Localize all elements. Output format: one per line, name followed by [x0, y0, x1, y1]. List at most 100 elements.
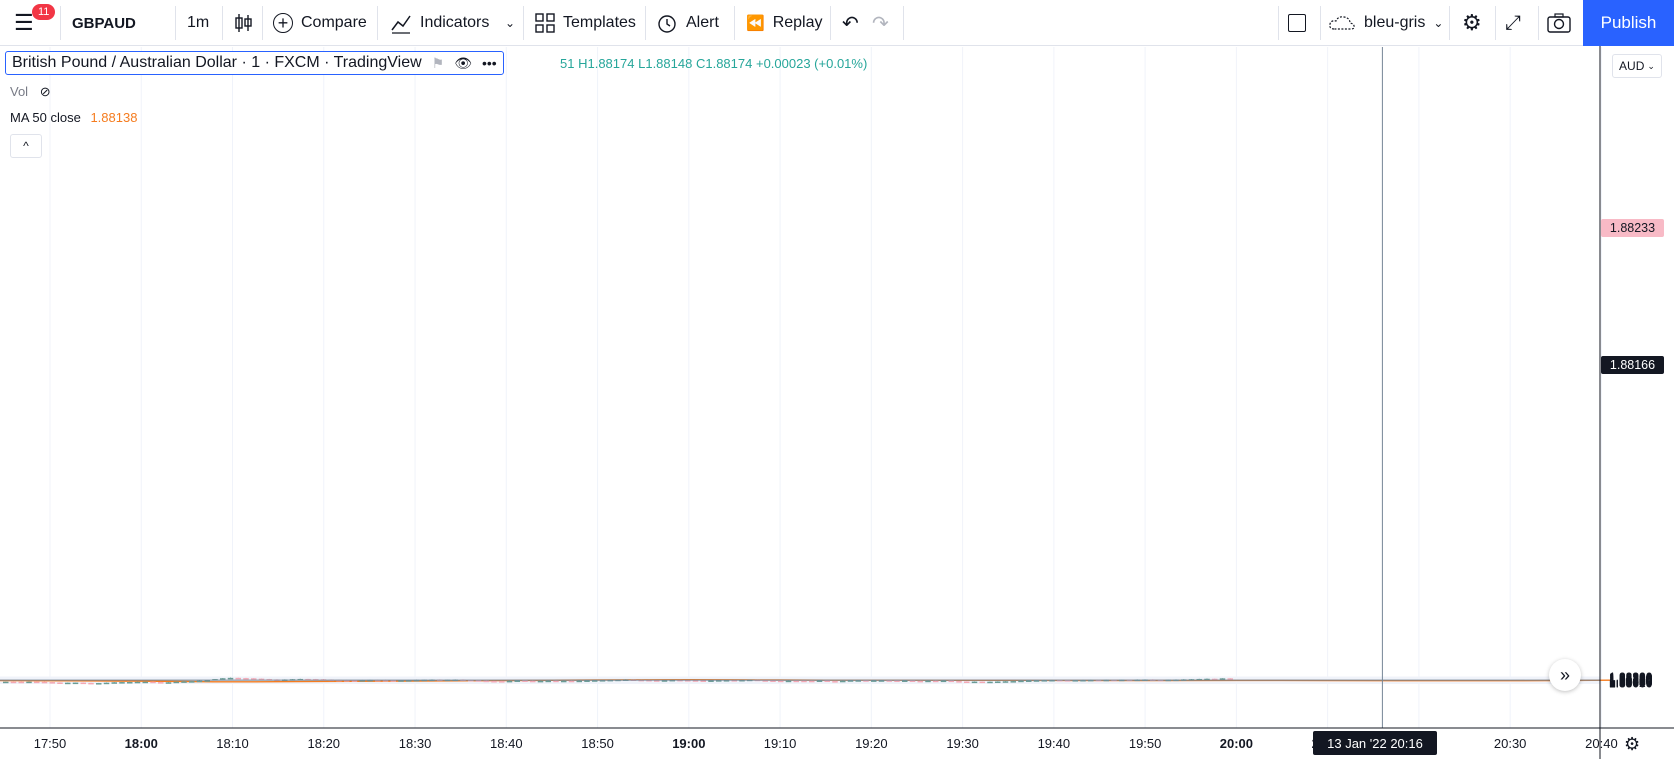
fullscreen-icon: ⤢ — [1505, 11, 1521, 34]
candle-body — [351, 680, 358, 682]
candle-body — [669, 679, 675, 682]
candle-body — [909, 680, 916, 682]
compare-button[interactable]: + Compare — [273, 0, 367, 46]
ma-legend[interactable]: MA 50 close 1.88138 — [10, 110, 137, 125]
settings-button[interactable]: ⚙ — [1462, 0, 1482, 46]
candle-body — [491, 680, 497, 683]
candle-body — [599, 680, 606, 682]
templates-label: Templates — [563, 14, 636, 31]
candle-body — [770, 680, 776, 682]
candle-body — [390, 680, 396, 682]
candle-body — [10, 681, 17, 684]
candle-body — [204, 680, 210, 682]
layout-name-button[interactable]: bleu-gris ⌄ — [1328, 0, 1443, 46]
candle-body — [382, 679, 389, 682]
candle-body — [933, 680, 939, 683]
screenshot-button[interactable] — [1547, 0, 1571, 46]
candle-body — [483, 680, 489, 683]
candle-body — [584, 680, 590, 682]
symbol-title: British Pound / Australian Dollar · 1 · … — [12, 54, 422, 71]
gear-icon: ⚙ — [1624, 733, 1641, 754]
candle-body — [1204, 678, 1210, 681]
candle-body — [468, 679, 474, 682]
time-tick-label: 18:20 — [308, 736, 341, 751]
flag-icon[interactable]: ⚑ — [431, 54, 445, 71]
more-icon[interactable]: ••• — [481, 55, 497, 71]
price-tick-label: 1.88140 — [1609, 674, 1653, 688]
menu-button[interactable]: ☰ — [14, 0, 50, 46]
candle-body — [72, 682, 79, 685]
candle-body — [165, 682, 172, 684]
candle-body — [375, 679, 381, 682]
interval-button[interactable]: 1m — [187, 0, 209, 46]
eye-crossed-icon[interactable]: ⊘ — [39, 84, 51, 99]
high-value: H1.88174 — [578, 56, 635, 71]
divider — [903, 6, 904, 40]
candle-body — [979, 681, 985, 684]
candle-body — [514, 680, 520, 682]
vol-legend[interactable]: Vol ⊘ — [10, 84, 51, 100]
price-tick-label: 1.88260 — [1609, 671, 1653, 685]
price-tick-label: 1.88020 — [1609, 676, 1653, 690]
crosshair-time-value: 13 Jan '22 20:16 — [1327, 735, 1423, 751]
interval-label: 1m — [187, 14, 210, 31]
select-layout-button[interactable] — [1288, 0, 1306, 46]
currency-selector[interactable]: AUD ⌄ — [1612, 54, 1662, 78]
price-tick-label: 1.88220 — [1609, 672, 1653, 686]
candle-body — [1018, 680, 1024, 683]
candle-body — [692, 680, 699, 682]
candle-body — [716, 680, 722, 682]
ohlc-values: 51 H1.88174 L1.88148 C1.88174 +0.00023 (… — [560, 56, 867, 71]
divider — [645, 6, 646, 40]
collapse-legend-button[interactable]: ^ — [10, 134, 42, 158]
divider — [377, 6, 378, 40]
crosshair-price-value: 1.88166 — [1609, 358, 1656, 372]
candle-body — [778, 680, 784, 683]
redo-button[interactable]: ↷ — [872, 0, 889, 46]
candle-body — [762, 680, 768, 682]
candle-body — [18, 681, 24, 684]
publish-button[interactable]: Publish — [1583, 0, 1674, 46]
indicators-button[interactable]: Indicators — [390, 0, 489, 46]
indicators-dropdown[interactable]: ⌄ — [505, 0, 515, 46]
candle-body — [1041, 680, 1047, 682]
indicators-icon — [391, 15, 411, 34]
chevron-down-icon: ⌄ — [505, 16, 516, 30]
candle-body — [57, 682, 63, 684]
candle-body — [537, 680, 544, 683]
candle-body — [158, 682, 164, 684]
alert-label: Alert — [686, 14, 719, 31]
symbol-search-button[interactable]: GBPAUD — [72, 0, 136, 46]
time-tick-label: 20:40 — [1585, 736, 1618, 751]
hamburger-icon: ☰ — [14, 10, 34, 35]
fullscreen-button[interactable]: ⤢ — [1505, 0, 1521, 46]
scale-settings-button[interactable]: ⚙ — [1624, 731, 1640, 757]
candle-body — [251, 678, 257, 680]
candle-body — [258, 678, 265, 681]
chart-type-button[interactable] — [232, 0, 254, 46]
crosshair-price-tag: 1.88166 — [1601, 356, 1664, 374]
chevron-up-icon: ^ — [23, 139, 29, 153]
candle-body — [902, 680, 908, 682]
candle-body — [801, 680, 807, 683]
scroll-to-realtime-button[interactable]: » — [1549, 659, 1581, 691]
candle-body — [49, 682, 55, 684]
alert-button[interactable]: Alert — [656, 0, 719, 46]
eye-icon[interactable]: 👁 — [454, 54, 472, 71]
replay-button[interactable]: ⏪ Replay — [746, 0, 823, 46]
candle-body — [677, 679, 683, 682]
undo-button[interactable]: ↶ — [842, 0, 859, 46]
candle-body — [886, 680, 892, 682]
symbol-legend[interactable]: British Pound / Australian Dollar · 1 · … — [5, 51, 504, 75]
double-chevron-right-icon: » — [1559, 664, 1570, 685]
candles-icon — [235, 14, 252, 32]
crosshair — [0, 47, 1600, 728]
candle-body — [661, 680, 668, 682]
time-tick-label: 20:00 — [1220, 736, 1253, 751]
candle-body — [925, 680, 931, 683]
candle-body — [700, 680, 706, 682]
divider — [222, 6, 223, 40]
gear-icon: ⚙ — [1462, 10, 1482, 35]
templates-button[interactable]: Templates — [535, 0, 636, 46]
